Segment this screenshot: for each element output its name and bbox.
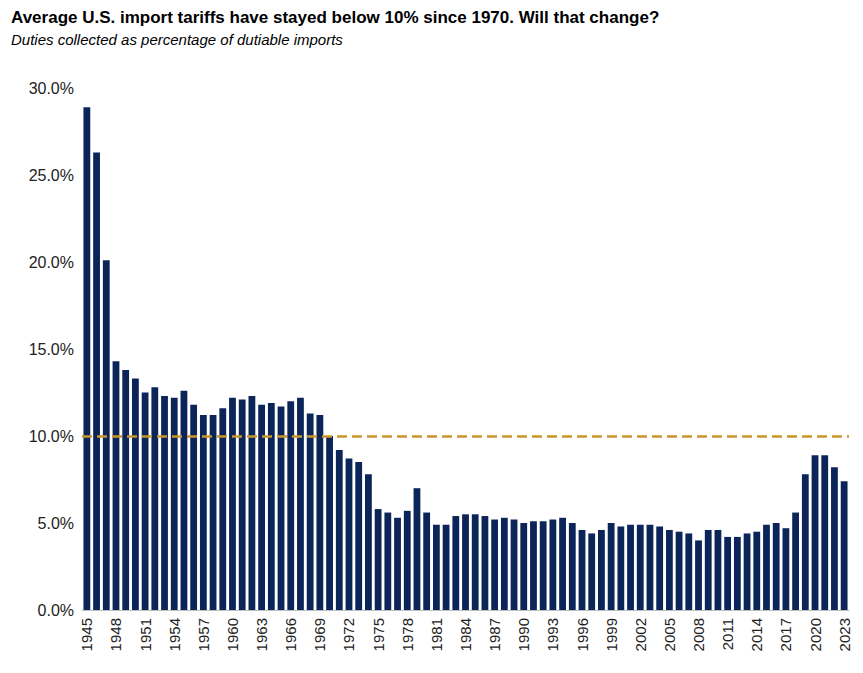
- svg-text:2020: 2020: [807, 618, 824, 651]
- svg-text:20.0%: 20.0%: [29, 254, 74, 271]
- svg-text:1999: 1999: [603, 618, 620, 651]
- svg-text:2014: 2014: [748, 618, 765, 651]
- svg-text:1951: 1951: [137, 618, 154, 651]
- svg-text:1972: 1972: [340, 618, 357, 651]
- svg-text:15.0%: 15.0%: [29, 341, 74, 358]
- svg-text:1987: 1987: [486, 618, 503, 651]
- svg-text:1993: 1993: [544, 618, 561, 651]
- svg-text:1966: 1966: [282, 618, 299, 651]
- svg-text:Duties collected as percentage: Duties collected as percentage of dutiab…: [11, 31, 343, 48]
- svg-text:2011: 2011: [719, 618, 736, 650]
- svg-text:10.0%: 10.0%: [29, 428, 74, 445]
- svg-text:2008: 2008: [690, 618, 707, 651]
- svg-text:2002: 2002: [632, 618, 649, 651]
- svg-text:1990: 1990: [515, 618, 532, 651]
- svg-text:1948: 1948: [107, 618, 124, 651]
- svg-text:1978: 1978: [399, 618, 416, 651]
- svg-text:1975: 1975: [370, 618, 387, 651]
- svg-text:1969: 1969: [311, 618, 328, 651]
- svg-text:2017: 2017: [777, 618, 794, 651]
- svg-text:30.0%: 30.0%: [29, 80, 74, 97]
- svg-text:1957: 1957: [195, 618, 212, 651]
- svg-text:2005: 2005: [661, 618, 678, 651]
- svg-text:0.0%: 0.0%: [38, 602, 74, 619]
- svg-text:1963: 1963: [253, 618, 270, 651]
- svg-text:Average U.S. import tariffs ha: Average U.S. import tariffs have stayed …: [11, 8, 659, 27]
- svg-text:2023: 2023: [836, 618, 853, 651]
- svg-text:1981: 1981: [428, 618, 445, 651]
- svg-text:5.0%: 5.0%: [38, 515, 74, 532]
- svg-text:1954: 1954: [166, 618, 183, 651]
- svg-text:1960: 1960: [224, 618, 241, 651]
- svg-text:25.0%: 25.0%: [29, 167, 74, 184]
- svg-text:1996: 1996: [574, 618, 591, 651]
- svg-text:1945: 1945: [78, 618, 95, 651]
- svg-text:1984: 1984: [457, 618, 474, 651]
